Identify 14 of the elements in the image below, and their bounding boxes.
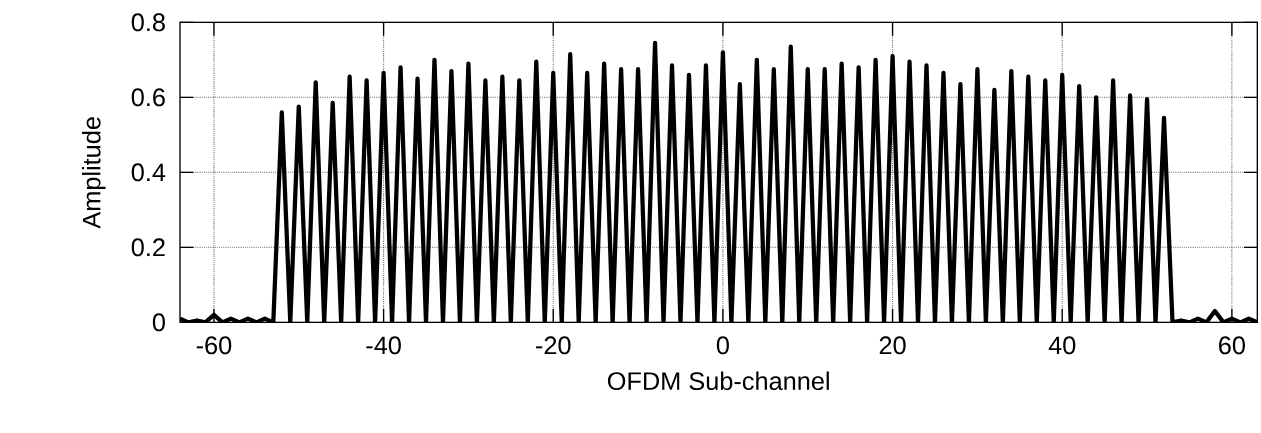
- y-tick-label: 0.6: [131, 88, 165, 107]
- x-tick-label: 20: [879, 336, 906, 355]
- x-tick-label: -40: [366, 336, 401, 355]
- x-tick-label: 0: [716, 336, 729, 355]
- y-tick-label: 0: [152, 313, 165, 332]
- x-tick-label: 40: [1048, 336, 1076, 355]
- x-axis-title: OFDM Sub-channel: [607, 371, 829, 391]
- y-tick-label: 0.4: [131, 163, 166, 182]
- x-tick-label: -60: [196, 336, 232, 355]
- x-tick-label: 60: [1219, 336, 1245, 355]
- y-axis-title: Amplitude: [81, 117, 106, 229]
- x-tick-label: -20: [536, 336, 571, 355]
- y-tick-label: 0.2: [131, 238, 165, 257]
- y-tick-label: 0.8: [131, 13, 165, 32]
